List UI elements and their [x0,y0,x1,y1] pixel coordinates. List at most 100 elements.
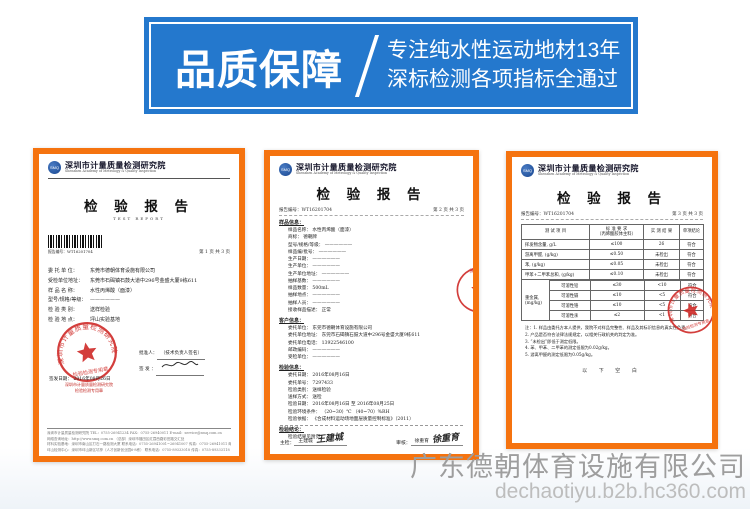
institute-name: 深圳市计量质量检测研究院 [296,162,397,173]
info-line: 生产日期： —————— [288,257,340,262]
table-header-row: 测 试 项 目 标 准 要 求（丙烯酸胶体主料） 实 测 结 果 单项结论 [520,223,705,241]
group-label: 重金属, (mg/kg) [521,279,550,322]
banner-tagline-line2: 深标检测各项指标全通过 [387,67,618,91]
col-header-item: 测 试 项 目 [520,223,591,241]
note-line: 2. 产品是否符合法律法规规定，以相关行政机关的判定为准。 [525,331,640,337]
section-heading: 样品信息： [279,220,305,226]
info-line: 抽样基数： —————— [288,278,340,284]
page-indicator: 第 3 页 共 3 页 [672,212,703,217]
info-line: 样品数量： 500mL [288,286,329,291]
notes-list: 注：1. 样品由委托方本人提供，我院不对样品完整性、样品及其标识信息的真实性负责… [521,325,703,359]
report-subtitle: TEST REPORT [113,216,165,221]
field-row: 受检单位地址东莞市石碣镇石鼓大道中296号金盛大厦9栋611 [48,277,230,287]
section-sample: 样品信息： 样品名称： 水性丙烯酸（面漆） 商标： 德朝牌 型号/规格/等级： ——… [279,219,464,314]
institute-name-en: Shenzhen Academy of Metrology & Quality … [65,169,157,173]
signoff-row: 主检： 王建城 王建城 审核： 徐重育 徐重育 [280,425,463,446]
info-line: 检验日期： 2016年08月16日 至 2016年08月25日 [288,402,395,408]
section-conclusion: 检验结论： 检验结果见附页。 [279,426,464,441]
issuer-signature [155,360,204,377]
info-line: 委托日期： 2016年08月16日 [288,373,350,379]
field-row: 型号/规格/等级—————— [48,296,230,306]
report-title: 检 验 报 告 [556,191,668,207]
smq-logo-icon: SMQ [521,164,534,177]
brand-block: 广东德朝体育设施有限公司 dechaotiyu.b2b.hc360.com [410,453,746,503]
barcode [48,235,102,248]
note-line: 5. 游离甲醛的测定低限为0.05g/kg。 [525,352,596,358]
institute-header: SMQ 深圳市计量质量检测研究院 Shenzhen Academy of Met… [48,161,230,174]
section-heading: 检验结论： [279,427,305,433]
metals-subtable: 可溶性铅 ≤30 <10 符合 可溶性镉 ≤10 [550,280,704,321]
reviewer-signature: 徐重育 [431,432,460,446]
col-header-result: 实 测 结 果 [643,223,681,241]
slash-divider-icon [354,34,380,97]
institute-name-en: Shenzhen Academy of Metrology & Quality … [296,171,388,175]
svg-text:深圳市计量质量检测研究院: 深圳市计量质量检测研究院 [468,262,473,315]
info-line: 检验类别： 送样检验 [288,387,331,393]
institute-name-en: Shenzhen Academy of Metrology & Quality … [538,172,630,176]
info-line: 商标： 德朝牌 [288,235,318,241]
footer-line: 深圳市计量质量检测研究院 TEL：0755-26941234 FAX：0755-… [47,431,222,436]
info-line: 委托单号： 7297433 [288,380,333,386]
field-row: 检 验 类 别送样检验 [48,306,230,316]
info-line: 邮政编码： —————— [288,347,340,353]
certificate-footer: 深圳市计量质量检测研究院 TEL：0755-26941234 FAX：0755-… [47,428,231,453]
field-row: 检 验 地 点坪山实验基地 [48,316,230,326]
company-url: dechaotiyu.b2b.hc360.com [494,480,746,504]
conclusion-text: 检验结果见附页。 [288,435,325,440]
table-group-row: 重金属, (mg/kg) 可溶性铅 ≤30 [521,279,705,322]
svg-text:检验检测专用章: 检验检测专用章 [681,317,709,331]
table-row: 可溶性铬 ≤10 <5 符合 [550,300,704,311]
info-line: 接收样品描述： 正常 [288,307,331,313]
smq-logo-icon: SMQ [48,161,61,174]
report-number: 报告编号：WT16201704 [279,208,333,213]
company-name: 广东德朝体育设施有限公司 [410,452,746,482]
inspector-signature: 王建城 [315,432,344,446]
quality-banner: 品质保障 专注纯水性运动地材13年 深标检测各项指标全通过 [144,17,638,114]
info-line: 受检单位： —————— [288,355,340,360]
section-heading: 检验信息： [279,365,305,372]
approver-line: （技术负责人签名） [157,348,206,361]
header-rule [48,178,230,179]
info-line: 委托单位地址： 东莞市石碣镇石鼓大道中296号金盛大厦9栋611 [288,333,421,339]
field-row: 委 托 单 位东莞市德朝体育设施有限公司 [48,267,230,277]
certificate-1: SMQ 深圳市计量质量检测研究院 Shenzhen Academy of Met… [33,148,245,462]
info-line: 委托单位： 东莞市德朝体育设施有限公司 [288,326,373,331]
divider [279,215,464,216]
reviewer-name: 徐重育 [414,439,429,444]
report-number: 报告编号：WT16201704 [48,249,93,254]
info-line: 样品编/批号： —————— [288,249,347,255]
smq-logo-icon: SMQ [279,163,292,176]
institute-name: 深圳市计量质量检测研究院 [65,160,166,171]
table-row: 苯, (g/kg) ≤0.05 未检出 符合 [520,259,705,271]
section-heading: 客户信息： [279,318,305,324]
info-line: 抽样人员： —————— [288,300,340,306]
info-line: 型号/规格/等级： —————— [288,242,353,248]
institute-header: SMQ 深圳市计量质量检测研究院 Shenzhen Academy of Met… [279,163,464,176]
info-line: 送样方式： 送检 [288,395,322,400]
issue-date: 签发日期： 2016年08月26日 [49,377,111,382]
table-row: 游离甲醛, (g/kg) ≤0.50 未检出 符合 [520,249,705,261]
certificate-2: SMQ 深圳市计量质量检测研究院 Shenzhen Academy of Met… [264,150,479,460]
stamp-caption: 深圳市计量质量检测研究院 检验检测专用章 [65,382,113,393]
test-results-table: 测 试 项 目 标 准 要 求（丙烯酸胶体主料） 实 测 结 果 单项结论 挥发… [520,223,705,322]
col-header-standard: 标 准 要 求（丙烯酸胶体主料） [589,223,645,241]
note-line: 4. 苯、甲苯、二甲苯的测定低限为0.02g/kg。 [525,345,612,351]
info-line: 检验依据： 《合成材料运动场地面层质量控制标准》（2011） [288,416,414,422]
field-list: 委 托 单 位东莞市德朝体育设施有限公司 受检单位地址东莞市石碣镇石鼓大道中29… [48,267,230,326]
banner-title: 品质保障 [175,46,343,93]
section-inspection: 检验信息： 委托日期： 2016年08月16日 委托单号： 7297433 检验类别… [279,364,464,423]
banner-frame [149,22,633,109]
table-row: 可溶性汞 ≤2 <1 符合 [550,310,704,321]
info-line: 检验环境条件： （20~30）℃ （40~70）%RH [288,409,390,415]
table-row: 可溶性镉 ≤10 <5 符合 [550,290,704,301]
page-indicator: 第 1 页 共 3 页 [199,250,230,255]
section-client: 客户信息： 委托单位： 东莞市德朝体育设施有限公司委托单位地址： 东莞市石碣镇石… [279,317,464,361]
blank-below-marker: 以 下 空 白 [582,367,642,374]
report-title: 检 验 报 告 [83,199,195,215]
field-row: 样 品 名 称水性丙烯酸（面漆） [48,287,230,297]
report-title: 检 验 报 告 [316,187,427,203]
note-line: 注：1. 样品由委托方本人提供，我院不对样品完整性、样品及其标识信息的真实性负责… [525,325,690,331]
approval-block: 批准人： （技术负责人签名） 签 发 ： [139,348,235,377]
info-line: 样品名称： 水性丙烯酸（面漆） [288,228,354,233]
